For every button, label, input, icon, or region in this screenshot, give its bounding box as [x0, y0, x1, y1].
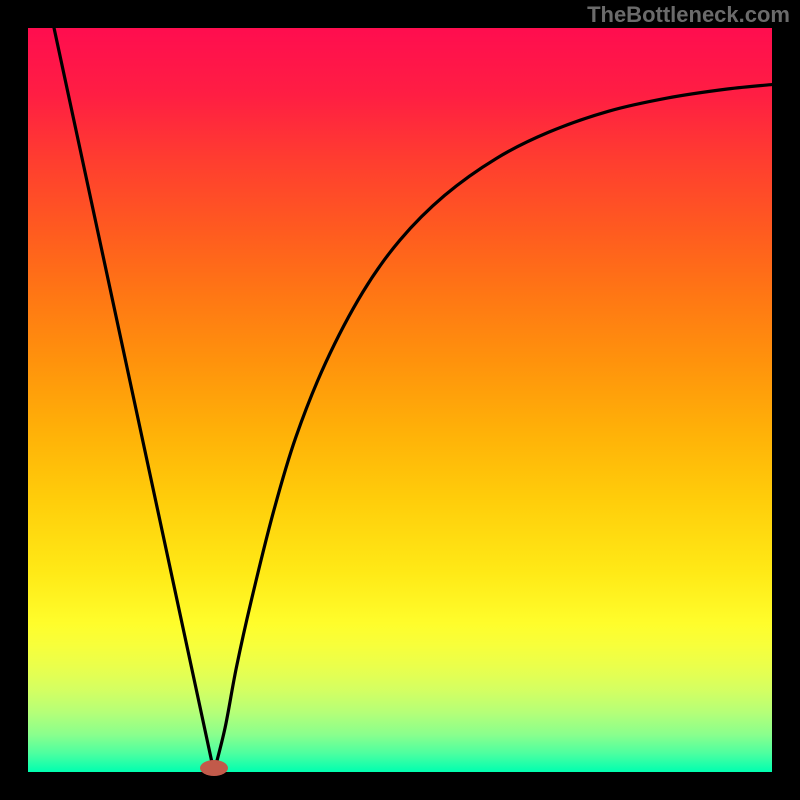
chart-container: TheBottleneck.com	[0, 0, 800, 800]
curve-right-segment	[214, 85, 772, 772]
bottleneck-curve	[28, 28, 772, 772]
curve-left-segment	[54, 28, 214, 772]
watermark-text: TheBottleneck.com	[587, 2, 790, 28]
plot-area	[28, 28, 772, 772]
optimal-point-marker	[200, 760, 228, 776]
